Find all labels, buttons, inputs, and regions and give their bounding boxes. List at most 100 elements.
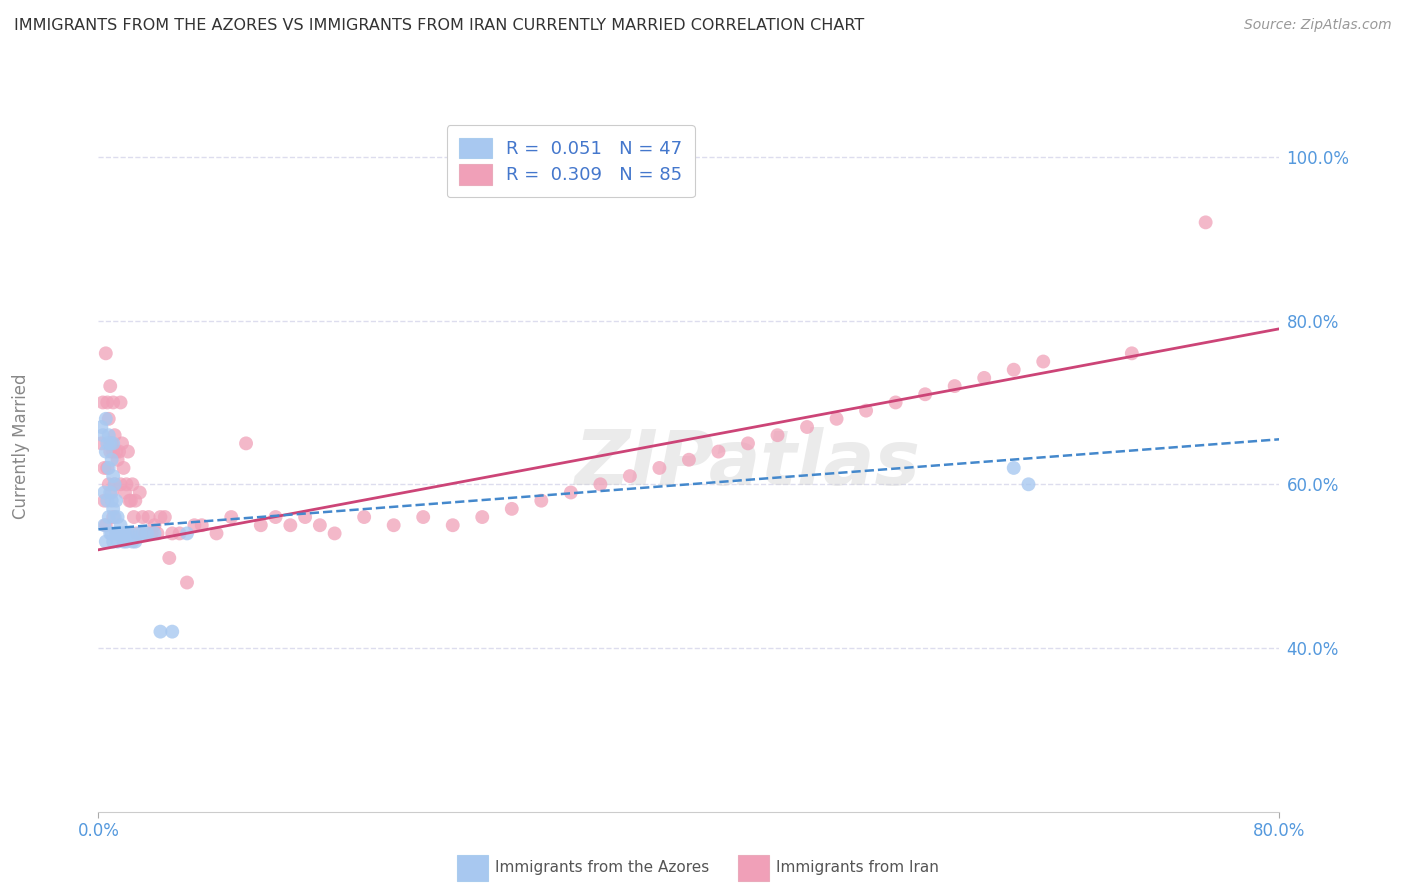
Point — [382, 518, 405, 533]
Point — [96, 493, 118, 508]
Point — [90, 420, 112, 434]
Point — [91, 428, 114, 442]
Point — [471, 510, 494, 524]
Point — [278, 518, 302, 533]
Point — [176, 575, 198, 590]
Point — [128, 526, 150, 541]
Point — [97, 477, 120, 491]
Point — [619, 469, 641, 483]
Point — [153, 510, 176, 524]
Point — [441, 518, 464, 533]
Point — [1002, 362, 1025, 376]
Point — [143, 518, 166, 533]
Point — [105, 493, 128, 508]
Point — [412, 510, 434, 524]
Point — [110, 395, 132, 409]
Point — [132, 526, 155, 541]
Point — [501, 501, 523, 516]
Text: Currently Married: Currently Married — [13, 373, 30, 519]
Point — [648, 461, 671, 475]
Point — [105, 526, 128, 541]
Point — [125, 526, 148, 541]
Point — [94, 346, 117, 360]
Point — [138, 510, 160, 524]
Text: Source: ZipAtlas.com: Source: ZipAtlas.com — [1244, 18, 1392, 32]
Point — [169, 526, 191, 541]
Point — [94, 412, 117, 426]
Point — [110, 518, 132, 533]
Point — [94, 534, 117, 549]
Point — [120, 493, 142, 508]
Point — [98, 485, 121, 500]
Point — [121, 477, 143, 491]
Point — [93, 485, 115, 500]
Point — [162, 624, 183, 639]
Point — [104, 510, 127, 524]
Point — [103, 395, 125, 409]
Point — [96, 461, 118, 475]
Text: Immigrants from the Azores: Immigrants from the Azores — [495, 861, 709, 875]
Point — [117, 444, 139, 458]
Point — [96, 395, 118, 409]
Point — [943, 379, 966, 393]
Point — [97, 510, 120, 524]
Point — [162, 526, 183, 541]
Point — [103, 534, 125, 549]
Point — [118, 493, 141, 508]
Point — [973, 371, 995, 385]
Point — [135, 526, 157, 541]
Text: ZIPatlas: ZIPatlas — [575, 427, 921, 500]
Point — [96, 436, 118, 450]
Point — [1002, 461, 1025, 475]
Point — [100, 485, 122, 500]
Point — [114, 526, 136, 541]
Point — [678, 452, 700, 467]
Point — [323, 526, 346, 541]
Text: Immigrants from Iran: Immigrants from Iran — [776, 861, 939, 875]
Point — [796, 420, 818, 434]
Point — [115, 477, 138, 491]
Point — [219, 510, 242, 524]
Point — [103, 436, 125, 450]
Point — [111, 526, 134, 541]
Point — [122, 510, 145, 524]
Point — [107, 510, 129, 524]
Point — [100, 493, 122, 508]
Point — [98, 436, 121, 450]
Point — [94, 518, 117, 533]
Point — [191, 518, 214, 533]
Point — [98, 526, 121, 541]
Text: IMMIGRANTS FROM THE AZORES VS IMMIGRANTS FROM IRAN CURRENTLY MARRIED CORRELATION: IMMIGRANTS FROM THE AZORES VS IMMIGRANTS… — [14, 18, 865, 33]
Point — [1032, 354, 1054, 368]
Point — [1195, 215, 1218, 229]
Point — [205, 526, 228, 541]
Point — [103, 501, 125, 516]
Point — [132, 510, 155, 524]
Point — [112, 461, 135, 475]
Point — [766, 428, 789, 442]
Point — [93, 493, 115, 508]
Point — [114, 485, 136, 500]
Point — [707, 444, 730, 458]
Point — [855, 403, 877, 417]
Point — [1017, 477, 1039, 491]
Point — [737, 436, 759, 450]
Legend: R =  0.051   N = 47, R =  0.309   N = 85: R = 0.051 N = 47, R = 0.309 N = 85 — [447, 125, 695, 197]
Point — [884, 395, 907, 409]
Point — [149, 510, 172, 524]
Point — [108, 444, 131, 458]
Point — [105, 444, 128, 458]
Point — [98, 379, 121, 393]
Point — [117, 526, 139, 541]
Point — [100, 452, 122, 467]
Point — [121, 534, 143, 549]
Point — [294, 510, 316, 524]
Point — [97, 461, 120, 475]
Point — [128, 485, 150, 500]
Point — [97, 428, 120, 442]
Point — [530, 493, 553, 508]
Point — [914, 387, 936, 401]
Point — [107, 452, 129, 467]
Point — [120, 526, 142, 541]
Point — [111, 436, 134, 450]
